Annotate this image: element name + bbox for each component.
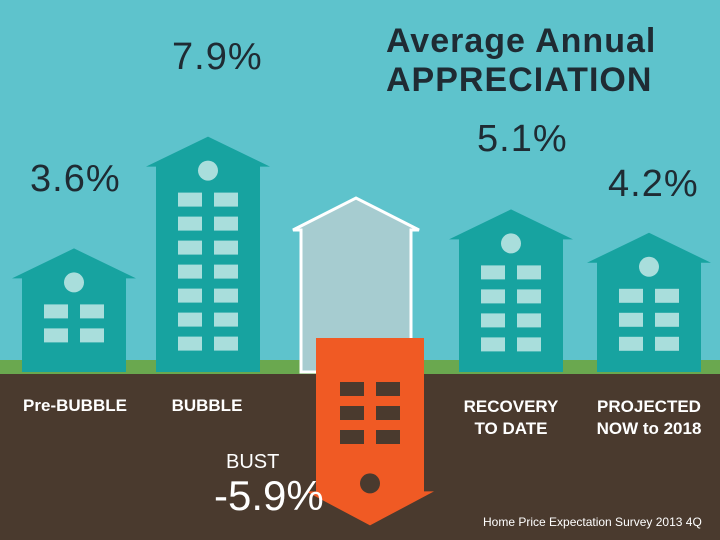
chart-title-line-1: Average Annual [386,22,657,60]
bar-mark-bust [306,338,434,526]
bar-projected [587,232,711,372]
window-bubble-1-b [214,216,238,231]
window-recovery-3-a [481,337,505,352]
window-bubble-1-a [178,216,202,231]
window-recovery-0-b [517,265,541,280]
category-label-pre-bubble-line-1: Pre-BUBBLE [23,396,127,415]
bar-mark-recovery [449,209,573,372]
value-label-pre-bubble: 3.6% [30,158,121,200]
window-projected-0-a [619,288,643,303]
window-bubble-5-a [178,312,202,327]
window-recovery-2-a [481,313,505,328]
window-bubble-2-b [214,240,238,255]
category-label-recovery: RECOVERY TO DATE [446,396,576,440]
window-bust-0-b [376,382,400,396]
window-bubble-2-a [178,240,202,255]
window-projected-1-a [619,312,643,327]
category-label-recovery-line-1: RECOVERY [463,397,559,416]
category-label-projected-line-1: PROJECTED [597,397,701,416]
window-bubble-6-b [214,336,238,351]
category-label-recovery-line-2: TO DATE [474,419,548,439]
bar-recovery [449,209,573,372]
window-projected-2-b [655,336,679,351]
window-pre-bubble-1-a [44,328,68,343]
bar-mark-projected [587,232,711,372]
window-projected-0-b [655,288,679,303]
bar-mark-pre-bubble [12,248,136,372]
category-label-projected-line-2: NOW to 2018 [596,419,702,439]
category-label-bubble: BUBBLE [142,397,272,415]
value-label-recovery: 5.1% [477,118,568,160]
value-label-bust: -5.9% [214,472,324,519]
window-bust-2-b [376,430,400,444]
window-round-bubble [198,160,218,181]
window-recovery-1-a [481,289,505,304]
window-recovery-1-b [517,289,541,304]
window-recovery-2-b [517,313,541,328]
category-label-projected: PROJECTED NOW to 2018 [584,396,714,440]
window-pre-bubble-0-b [80,304,104,319]
window-pre-bubble-0-a [44,304,68,319]
chart-title: Average Annual APPRECIATION [386,22,656,100]
window-bubble-3-a [178,264,202,279]
window-bubble-4-b [214,288,238,303]
value-label-bubble: 7.9% [172,36,263,78]
window-bubble-4-a [178,288,202,303]
window-bust-1-b [376,406,400,420]
window-round-pre-bubble [64,272,84,293]
window-round-bust [360,473,380,494]
value-label-projected: 4.2% [608,163,699,205]
window-projected-2-a [619,336,643,351]
source-note: Home Price Expectation Survey 2013 4Q [483,515,702,529]
window-projected-1-b [655,312,679,327]
window-bust-1-a [340,406,364,420]
bar-pre-bubble [12,248,136,372]
bar-mark-bubble [146,136,270,372]
bar-bubble [146,136,270,372]
window-bubble-5-b [214,312,238,327]
window-bubble-0-a [178,192,202,207]
window-recovery-0-a [481,265,505,280]
chart-title-line-2: APPRECIATION [386,61,653,100]
category-label-bubble-line-1: BUBBLE [171,396,243,415]
window-round-recovery [501,233,521,254]
window-pre-bubble-1-b [80,328,104,343]
window-round-projected [639,256,659,277]
category-label-bust: BUST [226,452,279,473]
category-label-pre-bubble: Pre-BUBBLE [10,397,140,415]
window-bust-0-a [340,382,364,396]
window-bubble-0-b [214,192,238,207]
window-bust-2-a [340,430,364,444]
category-label-bust-line-1: BUST [226,451,280,473]
window-bubble-6-a [178,336,202,351]
window-bubble-3-b [214,264,238,279]
bar-bust [306,338,434,526]
window-recovery-3-b [517,337,541,352]
